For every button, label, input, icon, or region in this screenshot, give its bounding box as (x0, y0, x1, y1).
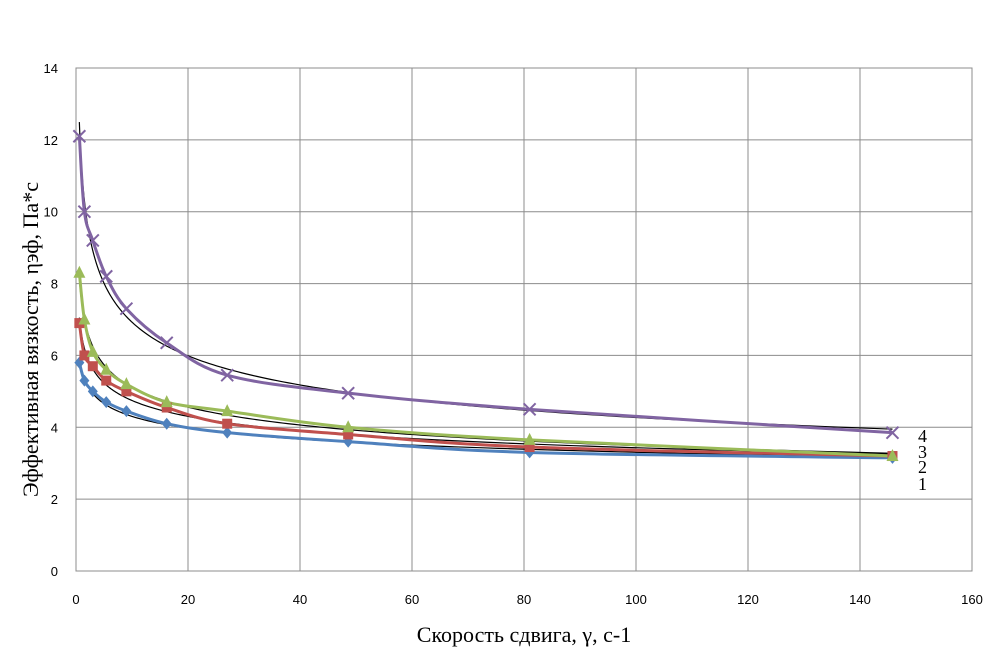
y-tick-label: 8 (51, 277, 58, 292)
data-point-2 (87, 361, 98, 372)
x-tick-label: 20 (181, 592, 195, 607)
x-tick-label: 140 (849, 592, 871, 607)
series-tag-4: 4 (918, 426, 927, 446)
data-point-4 (341, 386, 355, 400)
data-point-2 (161, 402, 172, 413)
series-line-4 (77, 136, 893, 435)
data-point-3 (120, 377, 133, 390)
data-point-1 (79, 374, 90, 387)
data-point-2 (222, 418, 233, 429)
data-point-4 (77, 205, 92, 219)
data-point-3 (523, 432, 536, 445)
data-point-4 (160, 336, 174, 350)
data-point-1 (121, 405, 132, 418)
trend-line-2 (78, 317, 893, 455)
y-tick-label: 0 (51, 564, 58, 579)
series-tag-1: 1 (918, 474, 927, 494)
y-tick-label: 6 (51, 348, 58, 363)
trend-line-4 (78, 122, 893, 430)
x-tick-label: 120 (737, 592, 759, 607)
y-tick-label: 2 (51, 492, 58, 507)
y-tick-label: 10 (44, 205, 58, 220)
data-point-4 (885, 425, 900, 440)
data-point-4 (220, 368, 234, 382)
data-point-3 (78, 312, 91, 325)
data-point-3 (160, 395, 173, 408)
y-tick-label: 12 (44, 133, 58, 148)
series-tag-3: 3 (918, 442, 927, 462)
data-point-4 (72, 129, 87, 143)
series-lines (77, 136, 893, 460)
data-point-3 (342, 420, 355, 433)
series-markers (72, 129, 900, 464)
data-point-3 (100, 362, 113, 375)
x-axis-ticks: 0 20 40 60 80 100 120 140 160 (72, 592, 982, 607)
data-point-3 (73, 265, 86, 278)
data-point-2 (101, 375, 112, 386)
x-tick-label: 160 (961, 592, 983, 607)
data-point-4 (86, 233, 100, 248)
data-point-4 (522, 402, 537, 417)
data-point-2 (121, 386, 132, 397)
data-point-2 (524, 442, 535, 453)
data-point-4 (99, 269, 113, 284)
data-point-1 (87, 385, 98, 398)
grid-lines (75, 67, 973, 572)
data-point-1 (161, 417, 172, 430)
data-point-3 (86, 344, 99, 357)
y-tick-label: 14 (44, 61, 58, 76)
data-point-2 (343, 429, 354, 440)
data-point-3 (221, 404, 234, 417)
data-point-4 (119, 302, 134, 316)
x-tick-label: 0 (72, 592, 79, 607)
y-tick-label: 4 (51, 420, 58, 435)
data-point-1 (222, 426, 233, 439)
data-point-3 (886, 449, 899, 462)
x-tick-label: 80 (517, 592, 531, 607)
x-tick-label: 60 (405, 592, 419, 607)
y-axis-title: Эффективная вязкость, ηэф, Па*с (18, 182, 43, 497)
data-point-1 (101, 396, 112, 409)
x-tick-label: 40 (293, 592, 307, 607)
series-tag-2: 2 (918, 457, 927, 477)
y-axis-ticks: 0 2 4 6 8 10 12 14 (44, 61, 58, 579)
data-point-2 (79, 350, 90, 361)
x-axis-title: Скорость сдвига, γ, с-1 (417, 622, 631, 647)
x-tick-label: 100 (625, 592, 647, 607)
